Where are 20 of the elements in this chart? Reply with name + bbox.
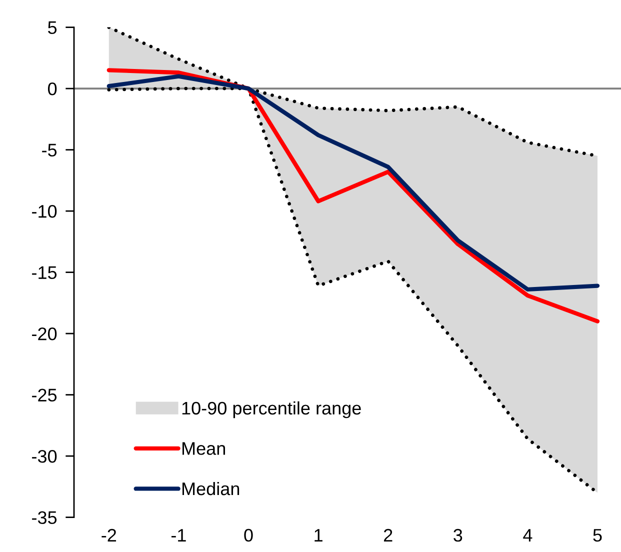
y-tick-label: -30	[32, 450, 57, 463]
y-tick-label: -5	[42, 144, 57, 157]
y-tick-label: -10	[32, 204, 57, 218]
x-tick-label: 5	[593, 529, 602, 542]
y-tick-label: -25	[32, 388, 57, 402]
x-tick-label: -2	[102, 528, 116, 542]
x-tick-label: -1	[171, 529, 186, 542]
legend-label: Median	[182, 482, 240, 496]
legend-label: Mean	[182, 442, 225, 455]
y-tick-label: -15	[32, 266, 57, 280]
y-tick-label: -35	[32, 511, 57, 524]
y-tick-label: 5	[48, 21, 57, 34]
x-tick-label: 0	[244, 528, 253, 542]
x-tick-label: 4	[523, 529, 532, 542]
x-tick-label: 2	[384, 528, 392, 542]
y-tick-label: -20	[32, 327, 57, 340]
x-tick-label: 3	[454, 528, 462, 542]
y-tick-label: 0	[48, 82, 57, 96]
x-tick-label: 1	[314, 529, 322, 542]
legend-label: 10-90 percentile range	[182, 401, 361, 418]
